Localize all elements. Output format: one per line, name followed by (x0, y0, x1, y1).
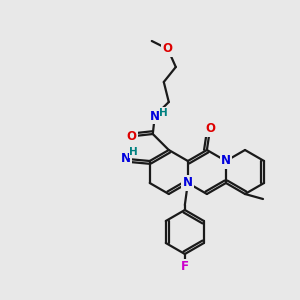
Text: N: N (183, 176, 193, 190)
Text: O: O (163, 43, 173, 56)
Text: N: N (183, 176, 193, 190)
Text: N: N (121, 152, 131, 166)
Text: N: N (150, 110, 160, 122)
Text: O: O (205, 122, 215, 136)
Text: O: O (205, 122, 215, 136)
Text: H: H (129, 147, 138, 157)
Text: H: H (159, 108, 168, 118)
Text: N: N (150, 110, 160, 122)
Text: F: F (181, 260, 189, 274)
Text: H: H (159, 108, 168, 118)
Text: O: O (127, 130, 137, 142)
Text: N: N (121, 152, 131, 166)
Text: N: N (221, 154, 231, 167)
Text: O: O (163, 43, 173, 56)
Text: F: F (181, 260, 189, 274)
Text: H: H (129, 147, 138, 157)
Text: N: N (221, 154, 231, 167)
Text: O: O (127, 130, 137, 142)
